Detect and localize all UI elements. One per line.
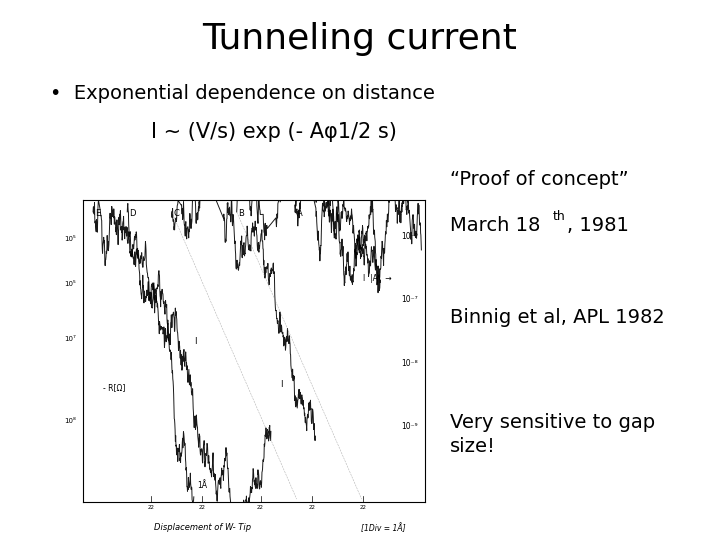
- Text: , 1981: , 1981: [567, 216, 629, 235]
- Text: 10⁵: 10⁵: [64, 236, 76, 242]
- Text: Very sensitive to gap
size!: Very sensitive to gap size!: [450, 413, 655, 456]
- Text: B: B: [238, 209, 244, 218]
- Text: 1Å: 1Å: [197, 481, 207, 490]
- Text: “Proof of concept”: “Proof of concept”: [450, 170, 629, 189]
- Text: D: D: [129, 209, 135, 218]
- Text: th: th: [552, 210, 565, 222]
- Text: 10⁻⁷: 10⁻⁷: [401, 295, 418, 304]
- Text: - R[Ω]: - R[Ω]: [104, 383, 126, 392]
- Text: Displacement of W- Tip: Displacement of W- Tip: [154, 523, 251, 532]
- Text: 10⁵: 10⁵: [64, 281, 76, 287]
- Text: I: I: [280, 380, 282, 389]
- Text: A: A: [297, 209, 302, 218]
- Text: 22: 22: [148, 505, 155, 510]
- Text: I: I: [194, 338, 197, 347]
- Text: 10⁻⁹: 10⁻⁹: [401, 422, 418, 431]
- Text: 10⁻⁶: 10⁻⁶: [401, 232, 418, 241]
- Text: •  Exponential dependence on distance: • Exponential dependence on distance: [50, 84, 436, 103]
- Text: I  |A|  →: I |A| →: [363, 274, 392, 283]
- Text: 10⁸: 10⁸: [64, 417, 76, 423]
- Text: 22: 22: [199, 505, 206, 510]
- Text: 10⁷: 10⁷: [64, 336, 76, 342]
- Text: Tunneling current: Tunneling current: [202, 22, 518, 56]
- Text: I ~ (V/s) exp (- Aφ1/2 s): I ~ (V/s) exp (- Aφ1/2 s): [150, 122, 397, 141]
- Text: Binnig et al, APL 1982: Binnig et al, APL 1982: [450, 308, 665, 327]
- Text: 22: 22: [360, 505, 366, 510]
- Text: E: E: [95, 209, 100, 218]
- Text: March 18: March 18: [450, 216, 541, 235]
- Text: C: C: [174, 209, 179, 218]
- Text: 22: 22: [308, 505, 315, 510]
- Text: 22: 22: [257, 505, 264, 510]
- Text: [1Div = 1Å]: [1Div = 1Å]: [361, 523, 406, 533]
- Text: 10⁻⁸: 10⁻⁸: [401, 359, 418, 368]
